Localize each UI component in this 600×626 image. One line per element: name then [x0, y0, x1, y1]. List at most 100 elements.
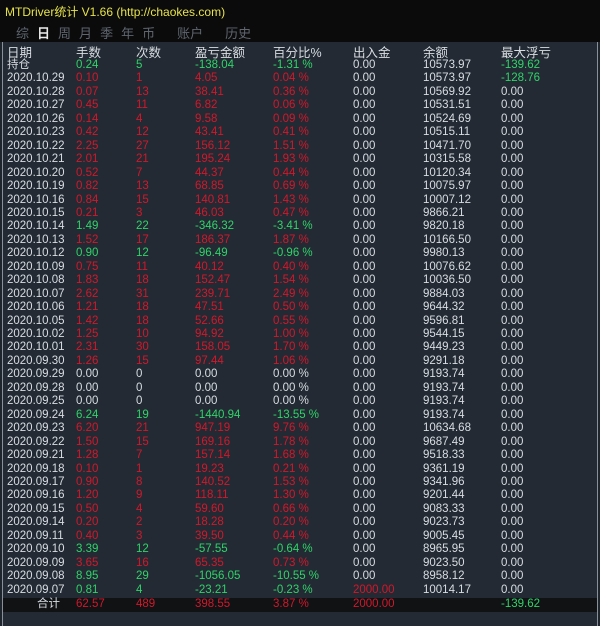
cell-max-float: 0.00 [501, 570, 524, 583]
cell-lots: 0.14 [76, 112, 99, 125]
tab-1[interactable]: 日 [37, 26, 51, 41]
cell-deposit: 0.00 [353, 59, 376, 71]
cell-count: 13 [136, 85, 149, 98]
cell-balance: 10075.97 [423, 180, 471, 193]
cell-balance: 10007.12 [423, 193, 471, 206]
cell-balance: 10569.92 [423, 85, 471, 98]
cell-date: 持仓 [7, 59, 30, 71]
cell-balance: 10531.51 [423, 99, 471, 112]
cell-deposit: 0.00 [353, 112, 376, 125]
cell-deposit: 0.00 [353, 126, 376, 139]
cell-max-float: 0.00 [501, 475, 524, 488]
cell-count: 21 [136, 422, 149, 435]
cell-count: 1 [136, 72, 143, 85]
cell-date: 2020.09.23 [7, 422, 65, 435]
cell-lots: 1.49 [76, 220, 99, 233]
header-percent: 百分比% [273, 46, 322, 60]
cell-pnl: 68.85 [195, 180, 224, 193]
cell-lots: 0.84 [76, 193, 99, 206]
cell-pnl: 947.19 [195, 422, 231, 435]
tab-7[interactable]: 账户 [177, 26, 204, 41]
cell-date: 2020.10.07 [7, 287, 65, 300]
cell-percent: -0.23 % [273, 583, 313, 596]
cell-count: 27 [136, 139, 149, 152]
cell-max-float: 0.00 [501, 180, 524, 193]
table-row: 2020.09.21 1.28 7 157.14 1.68 % 0.00 9518.33 0.… [3, 449, 597, 462]
cell-percent: 0.09 % [273, 112, 309, 125]
cell-max-float: 0.00 [501, 260, 524, 273]
cell-date: 2020.09.11 [7, 529, 64, 542]
cell-date: 2020.09.14 [7, 516, 65, 529]
cell-max-float: 0.00 [501, 381, 524, 394]
cell-pnl: -57.55 [195, 543, 228, 556]
cell-date: 2020.09.24 [7, 408, 65, 421]
cell-balance: 9596.81 [423, 314, 465, 327]
header-max-float: 最大浮亏 [501, 46, 552, 60]
cell-date: 2020.10.01 [7, 341, 65, 354]
table-row: 2020.10.23 0.42 12 43.41 0.41 % 0.00 10515.11 0… [3, 126, 597, 139]
cell-lots: 3.39 [76, 543, 99, 556]
cell-deposit: 0.00 [353, 475, 376, 488]
cell-date: 2020.10.27 [7, 99, 65, 112]
cell-balance: 9884.03 [423, 287, 465, 300]
cell-lots: 1.42 [76, 314, 99, 327]
cell-count: 4 [136, 502, 143, 515]
cell-max-float: 0.00 [501, 395, 524, 408]
cell-max-float: 0.00 [501, 112, 524, 125]
cell-balance: 9193.74 [423, 408, 465, 421]
cell-max-float: 0.00 [501, 85, 524, 98]
tab-4[interactable]: 季 [100, 26, 114, 41]
cell-date: 2020.10.19 [7, 180, 65, 193]
cell-lots: 1.20 [76, 489, 99, 502]
cell-count: 12 [136, 247, 149, 260]
header-balance: 余额 [423, 46, 449, 60]
cell-balance: 8958.12 [423, 570, 465, 583]
cell-balance: 9341.96 [423, 475, 465, 488]
cell-date: 2020.10.13 [7, 233, 65, 246]
cell-percent: 0.04 % [273, 72, 309, 85]
table-header: 日期 手数 次数 盈亏金额 百分比% 出入金 余额 最大浮亏 [3, 45, 597, 61]
cell-percent: -0.64 % [273, 543, 313, 556]
cell-pnl: 9.58 [195, 112, 218, 125]
cell-max-float: 0.00 [501, 489, 524, 502]
cell-count: 18 [136, 274, 149, 287]
table-row: 2020.09.29 0.00 0 0.00 0.00 % 0.00 9193.74 0.00 [3, 368, 597, 381]
cell-date: 2020.09.17 [7, 475, 65, 488]
tab-8[interactable]: 历史 [225, 26, 252, 41]
header-count: 次数 [136, 46, 162, 60]
cell-lots: 0.45 [76, 99, 99, 112]
tab-2[interactable]: 周 [58, 26, 72, 41]
cell-max-float: -128.76 [501, 72, 541, 85]
table-row: 2020.10.19 0.82 13 68.85 0.69 % 0.00 10075.97 0… [3, 180, 597, 193]
cell-date: 2020.10.23 [7, 126, 65, 139]
cell-pnl: 186.37 [195, 233, 231, 246]
tab-3[interactable]: 月 [79, 26, 93, 41]
cell-balance: 10471.70 [423, 139, 471, 152]
header-lots: 手数 [76, 46, 102, 60]
cell-balance: 10166.50 [423, 233, 471, 246]
cell-pnl: 6.82 [195, 99, 218, 112]
cell-lots: 1.25 [76, 328, 99, 340]
table-row: 2020.09.24 6.24 19 -1440.94 -13.55 % 0.00 9193… [3, 409, 597, 422]
cell-balance: 10076.62 [423, 260, 471, 273]
total-count: 489 [136, 598, 156, 610]
table-row: 2020.09.08 8.95 29 -1056.05 -10.55 % 0.00 8958… [3, 570, 597, 583]
cell-pnl: 0.00 [195, 381, 218, 394]
tab-6[interactable]: 币 [142, 26, 156, 41]
cell-pnl: -1440.94 [195, 408, 241, 421]
table-row: 2020.09.11 0.40 3 39.50 0.44 % 0.00 9005.45 0.0… [3, 530, 597, 543]
cell-pnl: 195.24 [195, 153, 231, 166]
cell-balance: 9866.21 [423, 206, 465, 219]
window-title: MTDriver统计 V1.66 (http://chaokes.com) [0, 0, 600, 21]
cell-balance: 10634.68 [423, 422, 471, 435]
cell-pnl: -346.32 [195, 220, 235, 233]
cell-pnl: -138.04 [195, 59, 235, 71]
cell-lots: 0.81 [76, 583, 99, 596]
tab-0[interactable]: 综 [16, 26, 30, 41]
cell-deposit: 0.00 [353, 449, 376, 462]
tab-5[interactable]: 年 [121, 26, 135, 41]
cell-deposit: 0.00 [353, 529, 376, 542]
cell-max-float: 0.00 [501, 556, 524, 569]
cell-date: 2020.10.22 [7, 139, 65, 152]
cell-percent: 0.66 % [273, 502, 309, 515]
